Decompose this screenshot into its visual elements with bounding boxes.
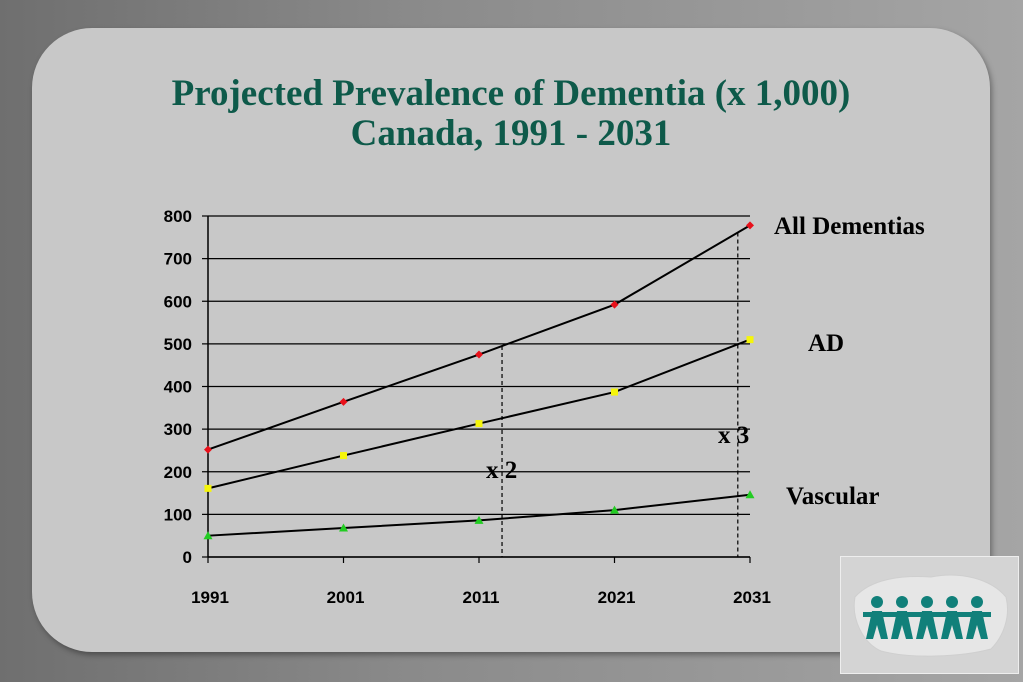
y-tick-label-200: 200 bbox=[164, 463, 192, 482]
data-point-vascular-2011 bbox=[474, 515, 484, 524]
annotation-2: x 3 bbox=[718, 422, 749, 449]
data-point-vascular-1991 bbox=[203, 531, 213, 540]
y-tick-label-0: 0 bbox=[183, 548, 192, 567]
chart-title-line-2: Canada, 1991 - 2031 bbox=[350, 113, 672, 154]
logo-box bbox=[840, 556, 1019, 674]
series-label-vascular: Vascular bbox=[786, 483, 880, 510]
people-holding-hands-icon bbox=[853, 574, 1008, 657]
x-tick-label-2031: 2031 bbox=[733, 588, 771, 607]
y-tick-label-600: 600 bbox=[164, 292, 192, 311]
x-tick-label-2011: 2011 bbox=[463, 588, 500, 607]
data-point-ad-2031 bbox=[746, 336, 754, 344]
data-point-vascular-2031 bbox=[745, 490, 755, 499]
y-tick-label-700: 700 bbox=[164, 250, 192, 269]
chart-title-line-1: Projected Prevalence of Dementia (x 1,00… bbox=[171, 73, 851, 114]
annotation-1: x 2 bbox=[486, 457, 517, 484]
data-point-ad-2021 bbox=[611, 388, 618, 396]
data-point-ad-1991 bbox=[204, 484, 212, 492]
x-tick-label-2021: 2021 bbox=[598, 588, 636, 607]
y-tick-label-800: 800 bbox=[164, 207, 192, 226]
data-point-all-dementias-2031 bbox=[746, 221, 754, 230]
data-point-ad-2001 bbox=[340, 452, 347, 460]
x-tick-label-2001: 2001 bbox=[327, 588, 365, 607]
data-point-all-dementias-2011 bbox=[475, 350, 483, 359]
data-point-ad-2011 bbox=[475, 420, 483, 428]
x-tick-label-1991: 1991 bbox=[191, 588, 229, 607]
series-line-ad bbox=[207, 338, 751, 490]
data-point-vascular-2001 bbox=[339, 523, 348, 532]
data-point-all-dementias-2001 bbox=[339, 397, 348, 406]
series-line-vascular bbox=[207, 493, 751, 537]
series-label-all-dementias: All Dementias bbox=[774, 213, 925, 240]
y-tick-label-300: 300 bbox=[164, 420, 192, 439]
y-tick-label-400: 400 bbox=[164, 378, 192, 397]
data-point-all-dementias-2021 bbox=[610, 300, 619, 309]
series-label-ad: AD bbox=[808, 330, 844, 357]
data-point-all-dementias-1991 bbox=[204, 445, 212, 454]
y-tick-label-100: 100 bbox=[164, 505, 192, 524]
y-tick-label-500: 500 bbox=[164, 335, 192, 354]
slide-panel bbox=[32, 28, 990, 652]
chart-title: Projected Prevalence of Dementia (x 1,00… bbox=[32, 74, 990, 154]
data-point-vascular-2021 bbox=[610, 505, 619, 514]
